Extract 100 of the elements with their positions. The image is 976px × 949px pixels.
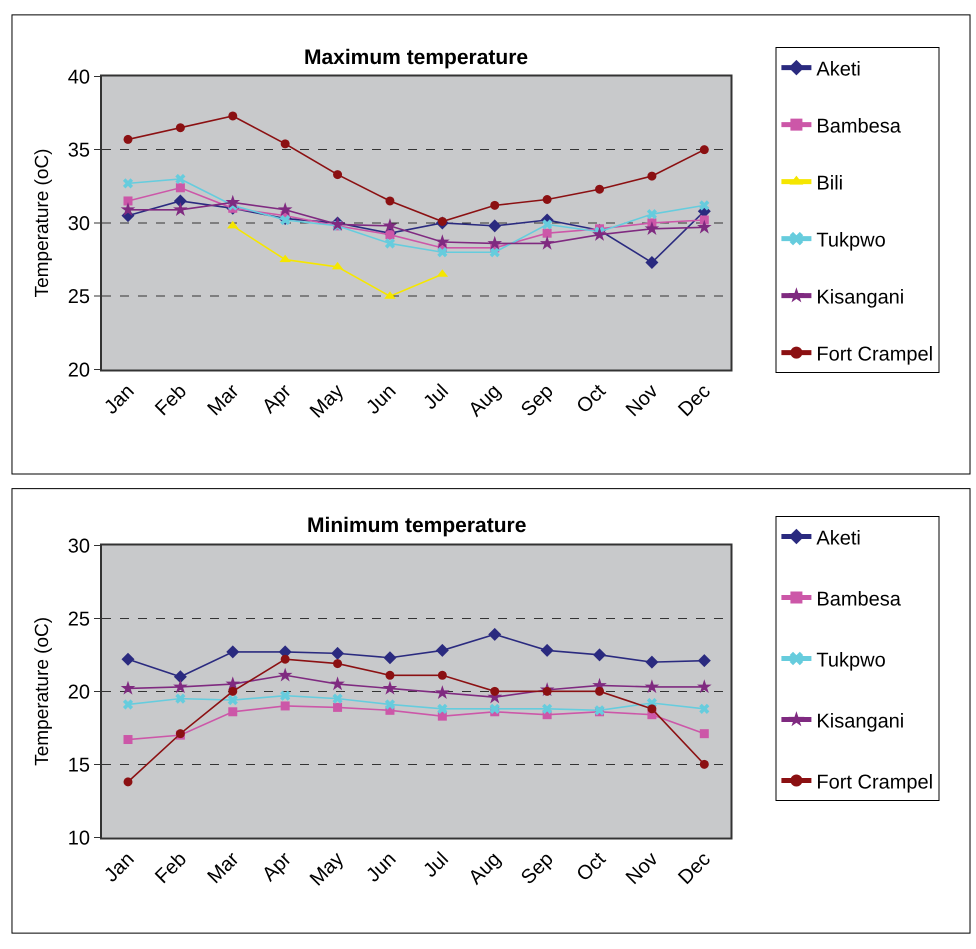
point: [176, 183, 185, 192]
x-tick-label: Feb: [151, 848, 191, 888]
point: [542, 228, 552, 238]
legend-label: Aketi: [816, 58, 861, 80]
point: [383, 651, 396, 664]
x-tick-label: Apr: [258, 380, 296, 418]
point: [384, 238, 396, 249]
point: [278, 202, 292, 216]
point: [280, 654, 290, 664]
point: [333, 170, 342, 180]
chart-title: Minimum temperature: [307, 514, 526, 537]
point: [437, 704, 448, 714]
point: [645, 256, 658, 270]
x-tick-label: Jun: [362, 848, 401, 887]
x-tick-label: Feb: [151, 380, 191, 420]
x-tick-label: Jan: [100, 848, 139, 887]
chart-title: Maximum temperature: [304, 46, 528, 69]
point: [542, 219, 552, 230]
point: [438, 670, 447, 680]
point: [280, 214, 290, 226]
point: [385, 670, 394, 680]
point: [121, 652, 134, 666]
x-tick-label: Aug: [464, 848, 506, 889]
point: [488, 219, 502, 232]
legend-label: Kisangani: [816, 710, 904, 732]
point: [700, 729, 709, 738]
point: [437, 247, 448, 258]
legend-label: Bambesa: [816, 588, 902, 610]
legend-label: Bambesa: [816, 115, 902, 138]
point: [228, 707, 238, 716]
y-axis-title: Temperature (oC): [32, 616, 54, 766]
x-tick-label: Mar: [203, 848, 244, 888]
point: [120, 680, 136, 695]
point: [700, 145, 709, 154]
x-tick-label: Jul: [419, 380, 453, 414]
point: [174, 670, 187, 684]
point: [331, 646, 344, 660]
point: [644, 221, 660, 236]
x-tick-label: Sep: [517, 380, 558, 421]
point: [124, 777, 132, 786]
x-tick-label: Jul: [419, 848, 453, 882]
point: [173, 202, 188, 216]
point: [595, 184, 604, 194]
point: [330, 676, 345, 690]
point: [646, 209, 658, 220]
x-tick-label: Dec: [674, 848, 715, 889]
y-tick-label: 40: [68, 66, 90, 88]
legend-label: Fort Crampel: [816, 771, 934, 794]
point: [175, 174, 186, 184]
point: [225, 194, 240, 209]
point: [384, 699, 396, 710]
x-tick-label: Jun: [362, 380, 401, 419]
point: [280, 690, 290, 701]
y-axis-title: Temperature (oC): [32, 148, 54, 298]
point: [645, 656, 658, 669]
point: [542, 195, 552, 204]
x-tick-label: Apr: [258, 848, 296, 886]
point: [435, 685, 450, 700]
x-tick-label: May: [306, 380, 348, 423]
point: [540, 644, 554, 657]
point: [123, 196, 132, 206]
y-tick-label: 25: [68, 608, 90, 630]
point: [698, 654, 711, 668]
point: [490, 704, 500, 714]
y-tick-label: 30: [68, 212, 90, 235]
point: [700, 760, 709, 769]
point: [122, 178, 134, 188]
point: [699, 704, 710, 714]
point: [488, 628, 502, 641]
point: [174, 194, 187, 208]
point: [593, 648, 606, 662]
point: [228, 686, 238, 696]
point: [120, 202, 136, 216]
y-tick-label: 20: [68, 681, 90, 704]
x-tick-label: Dec: [674, 380, 715, 421]
point: [124, 134, 132, 144]
point: [385, 196, 394, 206]
point: [700, 216, 709, 225]
point: [647, 172, 656, 181]
point: [699, 200, 710, 210]
x-tick-label: Oct: [572, 848, 610, 886]
legend-label: Aketi: [816, 527, 861, 550]
point: [540, 236, 554, 250]
point: [123, 735, 132, 744]
point: [122, 699, 134, 710]
point: [280, 701, 290, 710]
point: [592, 226, 607, 241]
y-tick-label: 15: [68, 754, 90, 776]
x-tick-label: Sep: [517, 848, 558, 889]
point: [435, 234, 450, 248]
point: [696, 220, 712, 234]
legend-label: Bili: [816, 172, 844, 194]
point: [647, 704, 656, 714]
point: [226, 645, 240, 658]
legend-label: Kisangani: [816, 286, 904, 308]
point: [228, 694, 238, 706]
point: [490, 247, 500, 258]
y-tick-label: 30: [68, 535, 90, 558]
point: [382, 680, 398, 695]
point: [173, 679, 188, 694]
